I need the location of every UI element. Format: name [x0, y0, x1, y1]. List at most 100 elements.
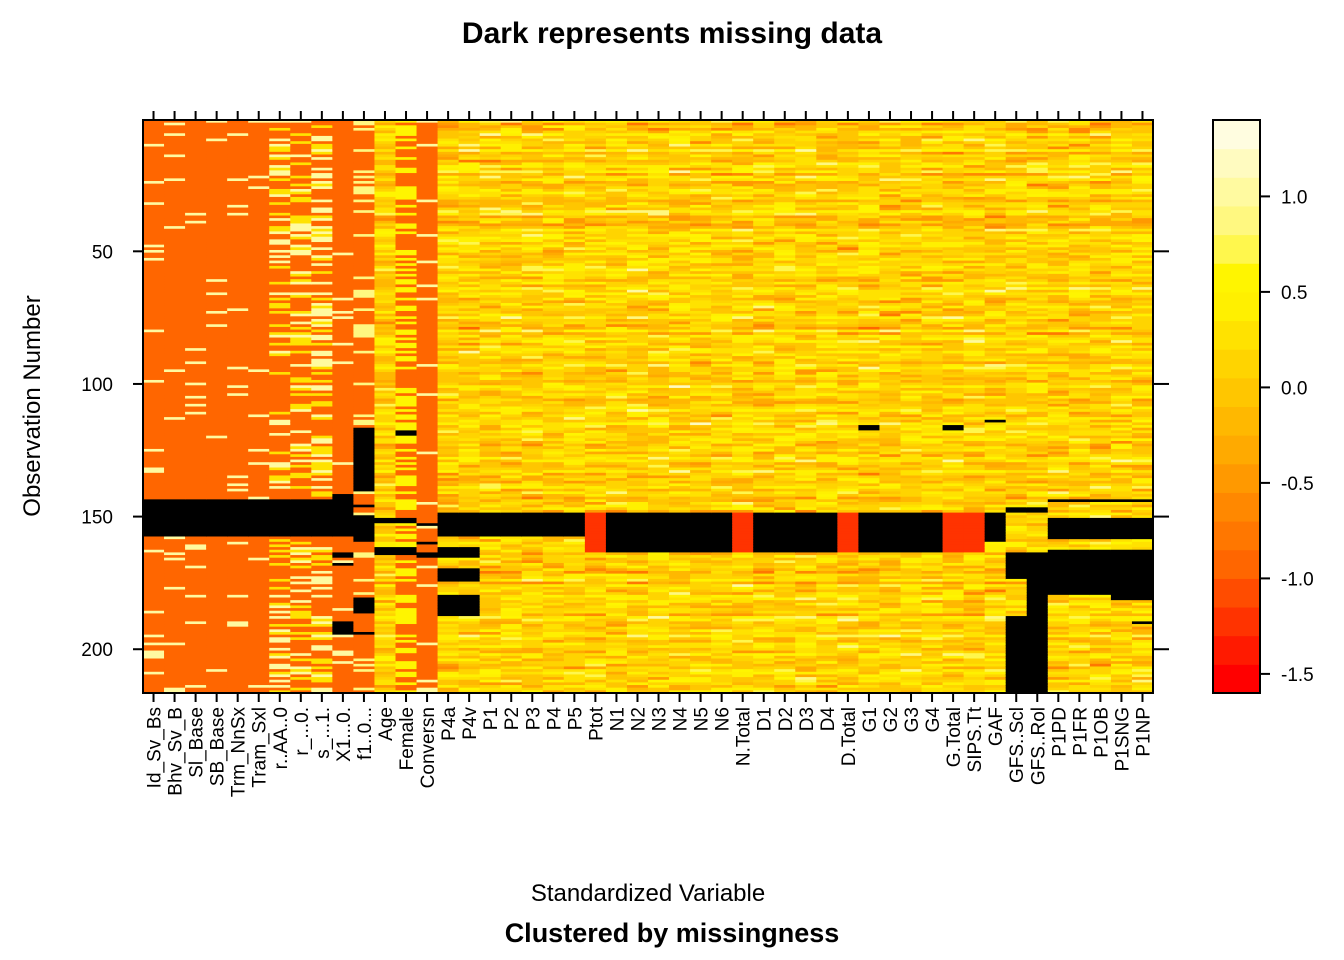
heatmap-cell: [458, 430, 481, 434]
heatmap-cell: [227, 610, 249, 615]
heatmap-cell: [374, 255, 397, 259]
heatmap-cell: [206, 626, 228, 630]
heatmap-cell: [143, 560, 165, 564]
heatmap-cell: [143, 448, 165, 453]
heatmap-cell: [395, 496, 418, 500]
heatmap-cell: [395, 120, 418, 124]
heatmap-cell: [353, 361, 376, 365]
heatmap-cell: [353, 427, 376, 431]
heatmap-cell: [479, 594, 502, 599]
heatmap-cell: [584, 618, 607, 622]
heatmap-cell: [185, 467, 207, 471]
heatmap-cell: [143, 326, 165, 331]
heatmap-cell: [479, 425, 502, 429]
heatmap-cell: [584, 175, 607, 179]
heatmap-cell: [437, 372, 460, 376]
heatmap-cell: [563, 462, 586, 466]
heatmap-cell: [521, 337, 544, 341]
heatmap-cell: [605, 433, 628, 437]
heatmap-cell: [500, 332, 523, 336]
heatmap-cell: [605, 647, 628, 652]
heatmap-cell: [332, 517, 355, 522]
heatmap-cell: [458, 369, 481, 373]
heatmap-cell: [542, 682, 565, 686]
heatmap-cell: [437, 438, 460, 442]
heatmap-cell: [605, 600, 628, 604]
heatmap-cell: [206, 631, 228, 636]
heatmap-cell: [164, 629, 186, 633]
heatmap-cell: [269, 430, 291, 434]
heatmap-cell: [626, 183, 649, 187]
heatmap-cell: [374, 531, 397, 535]
heatmap-cell: [185, 411, 207, 416]
heatmap-cell: [416, 600, 439, 604]
heatmap-cell: [164, 549, 186, 553]
heatmap-cell: [353, 154, 376, 158]
heatmap-cell: [311, 507, 333, 511]
heatmap-cell: [290, 517, 312, 522]
heatmap-cell: [500, 170, 523, 174]
heatmap-cell: [563, 509, 586, 514]
heatmap-cell: [563, 247, 586, 251]
heatmap-cell: [374, 194, 397, 198]
heatmap-cell: [584, 425, 607, 429]
heatmap-cell: [311, 255, 333, 259]
heatmap-cell: [395, 480, 418, 485]
heatmap-cell: [542, 647, 565, 652]
heatmap-cell: [521, 273, 544, 278]
heatmap-cell: [227, 218, 249, 222]
heatmap-cell: [164, 504, 186, 508]
heatmap-cell: [290, 194, 312, 198]
heatmap-cell: [500, 178, 523, 182]
heatmap-cell: [353, 647, 376, 652]
heatmap-cell: [458, 364, 481, 368]
heatmap-cell: [479, 533, 502, 538]
heatmap-cell: [500, 440, 523, 445]
heatmap-cell: [458, 186, 481, 190]
heatmap-cell: [416, 127, 439, 132]
heatmap-cell: [374, 284, 397, 288]
heatmap-cell: [458, 297, 481, 301]
heatmap-cell: [416, 268, 439, 272]
heatmap-cell: [521, 440, 544, 445]
heatmap-cell: [563, 621, 586, 625]
heatmap-cell: [311, 326, 333, 331]
heatmap-cell: [395, 154, 418, 158]
heatmap-cell: [479, 666, 502, 670]
heatmap-cell: [290, 321, 312, 325]
heatmap-cell: [374, 369, 397, 373]
heatmap-cell: [311, 541, 333, 546]
heatmap-cell: [374, 626, 397, 630]
heatmap-cell: [437, 653, 460, 657]
heatmap-cell: [143, 141, 165, 145]
heatmap-cell: [227, 162, 249, 166]
heatmap-cell: [521, 462, 544, 466]
heatmap-cell: [185, 167, 207, 171]
heatmap-cell: [500, 403, 523, 408]
heatmap-cell: [185, 316, 207, 320]
heatmap-cell: [290, 324, 312, 328]
heatmap-cell: [248, 472, 270, 477]
heatmap-cell: [374, 382, 397, 386]
heatmap-cell: [563, 581, 586, 585]
heatmap-cell: [584, 592, 607, 596]
heatmap-cell: [437, 409, 460, 413]
heatmap-cell: [500, 525, 523, 530]
heatmap-cell: [584, 443, 607, 447]
heatmap-cell: [311, 212, 333, 217]
heatmap-cell: [395, 311, 418, 315]
heatmap-cell: [374, 605, 397, 609]
heatmap-cell: [374, 637, 397, 641]
heatmap-cell: [374, 289, 397, 294]
heatmap-cell: [269, 372, 291, 376]
heatmap-cell: [164, 223, 186, 227]
heatmap-cell: [437, 268, 460, 272]
heatmap-cell: [248, 173, 270, 177]
heatmap-cell: [332, 191, 355, 195]
heatmap-cell: [437, 337, 460, 341]
heatmap-cell: [185, 321, 207, 325]
heatmap-cell: [332, 586, 355, 591]
heatmap-cell: [248, 414, 270, 418]
heatmap-cell: [479, 570, 502, 575]
heatmap-cell: [605, 427, 628, 431]
